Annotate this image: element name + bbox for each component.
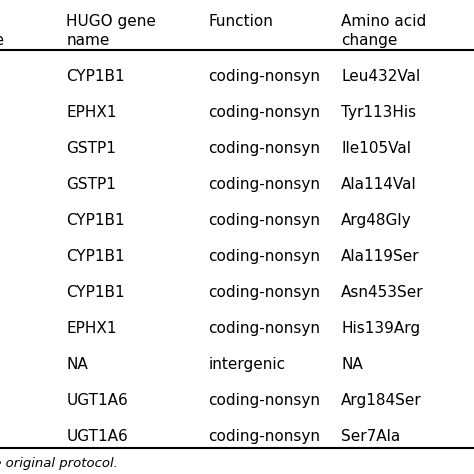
Text: Tyr113His: Tyr113His (341, 105, 416, 120)
Text: Ser7Ala: Ser7Ala (341, 429, 401, 444)
Text: EPHX1: EPHX1 (66, 105, 117, 120)
Text: CYP1B1: CYP1B1 (66, 285, 125, 300)
Text: CYP1B1: CYP1B1 (66, 249, 125, 264)
Text: EPHX1: EPHX1 (66, 321, 117, 336)
Text: Ala119Ser: Ala119Ser (341, 249, 420, 264)
Text: Ile105Val: Ile105Val (341, 141, 411, 156)
Text: GSTP1: GSTP1 (66, 177, 116, 192)
Text: coding-nonsyn: coding-nonsyn (209, 69, 320, 84)
Text: UGT1A6: UGT1A6 (66, 429, 128, 444)
Text: UGT1A6: UGT1A6 (66, 393, 128, 408)
Text: coding-nonsyn: coding-nonsyn (209, 213, 320, 228)
Text: NA: NA (341, 357, 363, 372)
Text: coding-nonsyn: coding-nonsyn (209, 141, 320, 156)
Text: CYP1B1: CYP1B1 (66, 69, 125, 84)
Text: Ala114Val: Ala114Val (341, 177, 417, 192)
Text: coding-nonsyn: coding-nonsyn (209, 393, 320, 408)
Text: coding-nonsyn: coding-nonsyn (209, 285, 320, 300)
Text: coding-nonsyn: coding-nonsyn (209, 429, 320, 444)
Text: Asn453Ser: Asn453Ser (341, 285, 424, 300)
Text: n the original protocol.: n the original protocol. (0, 457, 118, 470)
Text: Leu432Val: Leu432Val (341, 69, 420, 84)
Text: Arg184Ser: Arg184Ser (341, 393, 422, 408)
Text: Function: Function (209, 14, 273, 29)
Text: His139Arg: His139Arg (341, 321, 420, 336)
Text: Arg48Gly: Arg48Gly (341, 213, 412, 228)
Text: coding-nonsyn: coding-nonsyn (209, 249, 320, 264)
Text: SNP
code: SNP code (0, 14, 4, 48)
Text: CYP1B1: CYP1B1 (66, 213, 125, 228)
Text: intergenic: intergenic (209, 357, 286, 372)
Text: coding-nonsyn: coding-nonsyn (209, 177, 320, 192)
Text: HUGO gene
name: HUGO gene name (66, 14, 156, 48)
Text: coding-nonsyn: coding-nonsyn (209, 321, 320, 336)
Text: NA: NA (66, 357, 88, 372)
Text: GSTP1: GSTP1 (66, 141, 116, 156)
Text: coding-nonsyn: coding-nonsyn (209, 105, 320, 120)
Text: Amino acid
change: Amino acid change (341, 14, 427, 48)
